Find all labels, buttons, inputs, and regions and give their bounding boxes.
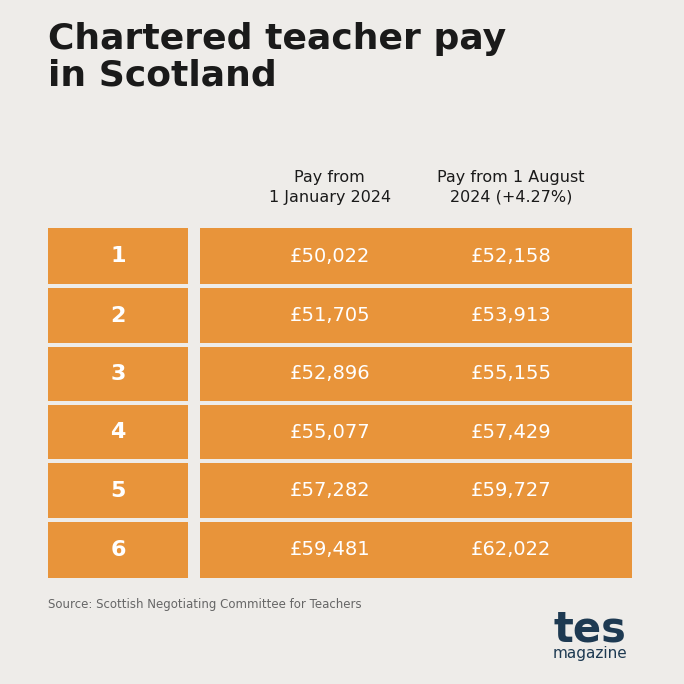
Text: Pay from 1 August
2024 (+4.27%): Pay from 1 August 2024 (+4.27%): [437, 170, 585, 205]
Bar: [48, 463, 188, 518]
Text: £50,022: £50,022: [289, 247, 370, 265]
Text: tes: tes: [553, 608, 627, 650]
Bar: [200, 289, 632, 343]
Text: Chartered teacher pay: Chartered teacher pay: [48, 22, 506, 56]
Bar: [200, 522, 632, 578]
Text: Pay from
1 January 2024: Pay from 1 January 2024: [269, 170, 391, 205]
Text: 5: 5: [110, 480, 126, 501]
Bar: [48, 405, 188, 460]
Text: 4: 4: [110, 422, 126, 442]
Text: £62,022: £62,022: [471, 540, 551, 560]
Text: 6: 6: [110, 540, 126, 560]
Bar: [200, 463, 632, 518]
Bar: [200, 405, 632, 460]
Text: £57,429: £57,429: [471, 423, 551, 442]
Text: £55,077: £55,077: [289, 423, 370, 442]
Text: 2: 2: [110, 306, 126, 326]
Text: £51,705: £51,705: [289, 306, 370, 325]
Text: £59,481: £59,481: [289, 540, 370, 560]
Text: 3: 3: [110, 364, 126, 384]
Text: 1: 1: [110, 246, 126, 266]
Bar: [48, 289, 188, 343]
Text: magazine: magazine: [553, 646, 627, 661]
Text: £52,158: £52,158: [471, 247, 551, 265]
Text: Source: Scottish Negotiating Committee for Teachers: Source: Scottish Negotiating Committee f…: [48, 598, 362, 611]
Text: £52,896: £52,896: [289, 365, 370, 383]
Text: £57,282: £57,282: [289, 481, 370, 500]
Bar: [200, 347, 632, 401]
Text: £55,155: £55,155: [471, 365, 551, 383]
Bar: [48, 522, 188, 578]
Text: £59,727: £59,727: [471, 481, 551, 500]
Text: in Scotland: in Scotland: [48, 58, 277, 92]
Bar: [200, 228, 632, 285]
Bar: [48, 347, 188, 401]
Bar: [48, 228, 188, 285]
Text: £53,913: £53,913: [471, 306, 551, 325]
